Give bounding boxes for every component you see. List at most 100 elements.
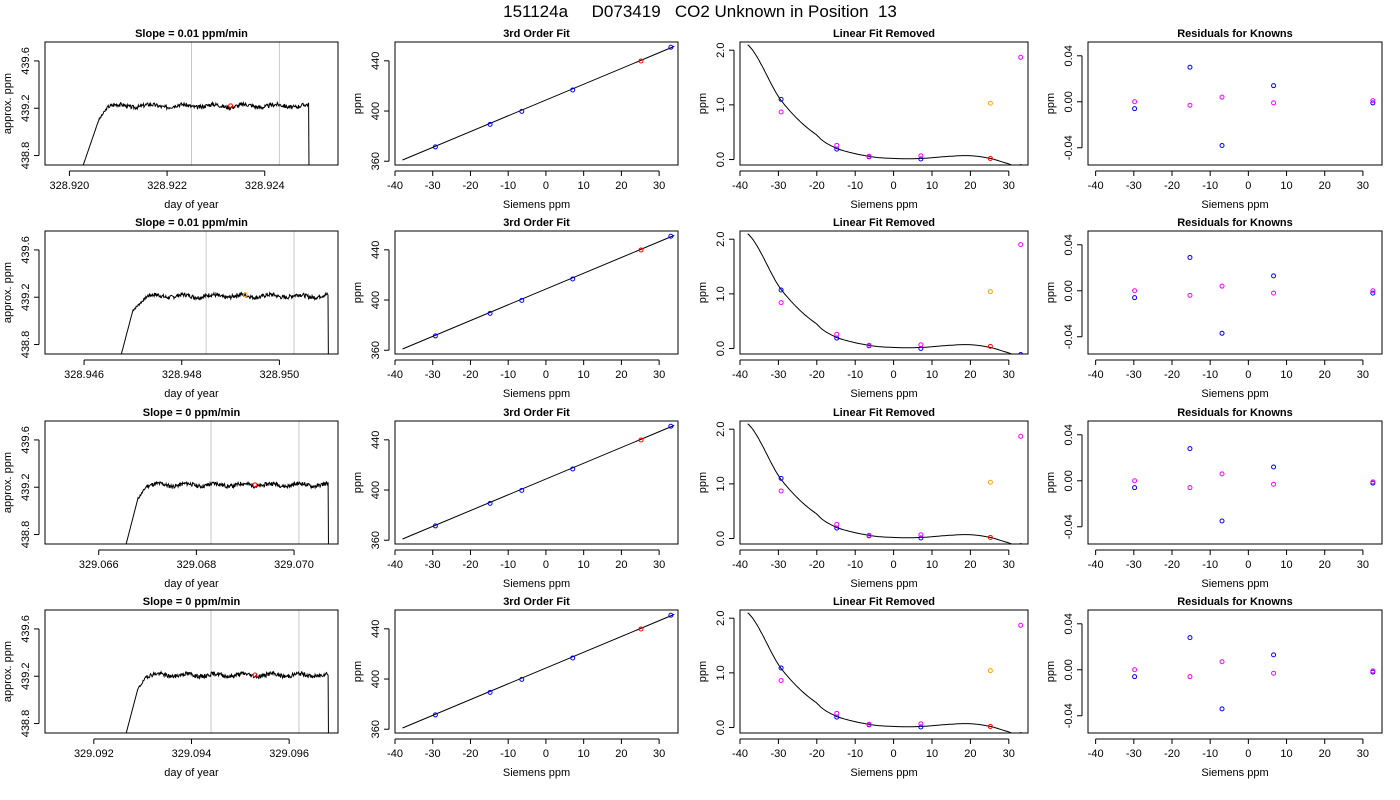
plot-data [402, 233, 675, 350]
data-point [1219, 518, 1225, 524]
x-axis: 329.066 329.068 329.070 [79, 549, 314, 571]
panel-title: Linear Fit Removed [833, 407, 935, 419]
y-tick-label: 439.6 [20, 615, 32, 643]
x-axis-label: Siemens ppm [850, 388, 917, 400]
y-tick-label: 440 [370, 52, 382, 70]
plot-data [1132, 254, 1376, 336]
y-tick-label: 2.0 [715, 232, 727, 247]
plot-frame [394, 41, 679, 166]
panel-2-1: 3rd Order Fit -40 -30 -20 -10 0 10 20 30 Siemens … [352, 28, 679, 211]
x-tick-label: 30 [1003, 748, 1015, 760]
x-tick-label: -40 [1088, 180, 1104, 192]
panel-title: Residuals for Knowns [1177, 217, 1293, 229]
panel-4-3: Residuals for Knowns -40 -30 -20 -10 0 10 20 30 S… [1045, 407, 1383, 590]
y-tick-label: 0.00 [1063, 280, 1075, 301]
plot-data [120, 231, 329, 354]
panel-3-3: Linear Fit Removed -40 -30 -20 -10 0 10 20 30 Sie… [697, 407, 1029, 590]
x-tick-label: -10 [1202, 369, 1218, 381]
x-tick-label: -30 [1126, 180, 1142, 192]
y-axis: -0.04 0.00 0.04 [1063, 613, 1083, 728]
data-point [866, 721, 872, 727]
data-point [228, 103, 234, 109]
y-axis: 438.8 439.2 439.6 [20, 426, 40, 548]
x-tick-label: 10 [578, 748, 590, 760]
data-point [987, 289, 993, 295]
x-axis: -40 -30 -20 -10 0 10 20 30 [387, 359, 665, 381]
y-axis-label: approx. ppm [2, 641, 14, 702]
x-axis: 329.092 329.094 329.096 [74, 738, 309, 760]
y-axis: -0.04 0.00 0.04 [1063, 45, 1083, 160]
plot-data [747, 44, 1024, 165]
y-tick-label: 0.04 [1063, 424, 1075, 445]
panel-3-2: Linear Fit Removed -40 -30 -20 -10 0 10 20 30 Sie… [697, 217, 1029, 400]
data-point [987, 723, 993, 729]
x-tick-label: 0 [543, 559, 549, 571]
data-point [1271, 481, 1277, 487]
x-tick-label: 30 [653, 180, 665, 192]
y-tick-label: 0.00 [1063, 659, 1075, 680]
data-point [252, 482, 258, 488]
x-tick-label: 20 [1319, 180, 1331, 192]
y-axis-label: ppm [697, 282, 709, 303]
x-axis-label: Siemens ppm [1201, 767, 1268, 779]
data-point [778, 678, 784, 684]
y-axis: -0.04 0.00 0.04 [1063, 234, 1083, 349]
y-axis: 0.0 1.0 2.0 [715, 43, 735, 167]
x-tick-label: 329.094 [172, 748, 212, 760]
x-tick-label: 10 [1280, 559, 1292, 571]
plot-frame [1087, 420, 1383, 545]
x-tick-label: 0 [1245, 748, 1251, 760]
x-tick-label: -10 [847, 748, 863, 760]
data-point [570, 87, 576, 93]
x-tick-label: 30 [653, 748, 665, 760]
plot-frame [44, 420, 339, 545]
plot-frame [394, 609, 679, 734]
x-tick-label: -10 [500, 180, 516, 192]
plot-data [747, 612, 1024, 733]
plot-frame [1087, 41, 1383, 166]
x-tick-label: -20 [1164, 180, 1180, 192]
panel-title: Linear Fit Removed [833, 217, 935, 229]
data-point [1219, 94, 1225, 100]
y-tick-label: 440 [370, 241, 382, 259]
y-tick-label: 360 [370, 531, 382, 549]
x-tick-label: 20 [1319, 748, 1331, 760]
x-tick-label: 20 [615, 369, 627, 381]
x-tick-label: 20 [1319, 369, 1331, 381]
plot-frame [394, 230, 679, 355]
x-axis-label: Siemens ppm [850, 199, 917, 211]
y-tick-label: 438.8 [20, 331, 32, 359]
y-axis-label: approx. ppm [2, 73, 14, 134]
panel-4-2: Residuals for Knowns -40 -30 -20 -10 0 10 20 30 S… [1045, 217, 1383, 400]
x-tick-label: -20 [463, 559, 479, 571]
panel-4-4: Residuals for Knowns -40 -30 -20 -10 0 10 20 30 S… [1045, 596, 1383, 779]
data-point [778, 488, 784, 494]
fit-curve [747, 612, 1013, 733]
fit-curve [747, 233, 1013, 354]
x-tick-label: 20 [964, 748, 976, 760]
y-axis-label: ppm [352, 472, 364, 493]
data-point [918, 724, 924, 730]
data-point [1219, 706, 1225, 712]
data-point [866, 532, 872, 538]
y-tick-label: 400 [370, 481, 382, 499]
plot-frame [739, 230, 1029, 355]
data-point [918, 721, 924, 727]
fit-line [402, 613, 675, 729]
data-point [918, 532, 924, 538]
x-tick-label: -10 [500, 369, 516, 381]
data-point [1271, 100, 1277, 106]
data-point [1219, 142, 1225, 148]
y-axis-label: approx. ppm [2, 452, 14, 513]
x-tick-label: 10 [578, 559, 590, 571]
x-tick-label: 328.924 [245, 180, 285, 192]
x-tick-label: -20 [1164, 369, 1180, 381]
plot-data [1132, 446, 1376, 524]
data-point [242, 292, 248, 298]
x-axis-label: day of year [164, 199, 219, 211]
panel-title: Slope = 0.01 ppm/min [135, 28, 248, 40]
data-point [1187, 292, 1193, 298]
data-point [1132, 295, 1138, 301]
y-axis: 360 400 440 [370, 52, 390, 170]
y-tick-label: 0.0 [715, 531, 727, 546]
